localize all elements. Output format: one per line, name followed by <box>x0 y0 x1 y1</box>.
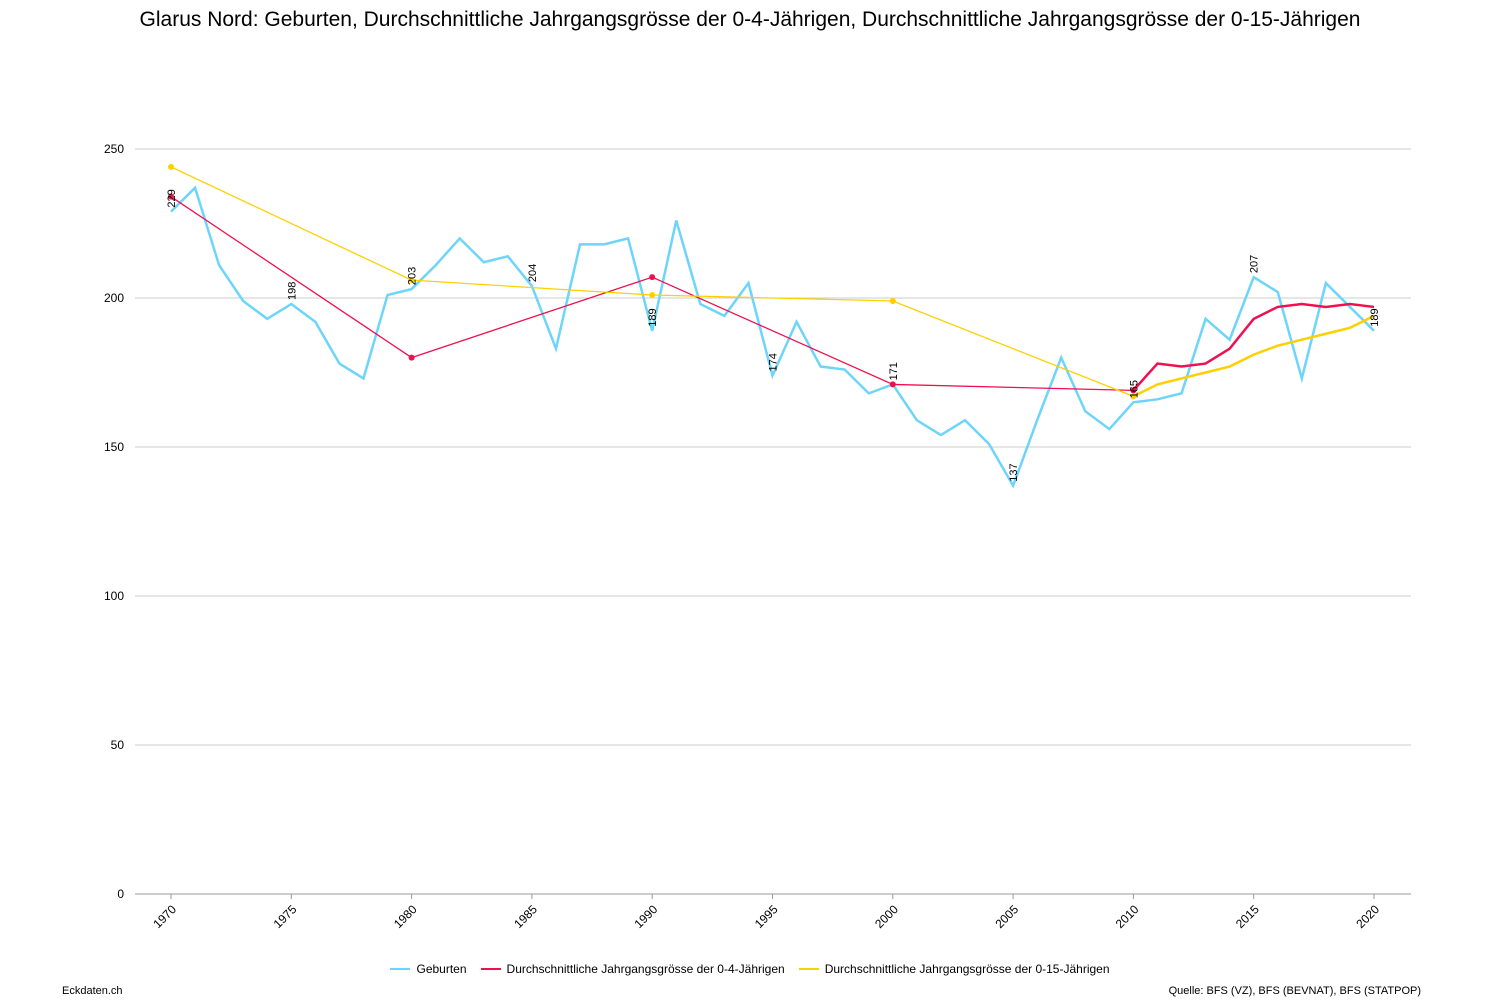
data-label: 189 <box>1369 308 1381 326</box>
x-tick-label: 1970 <box>150 902 179 931</box>
legend-item-0-4[interactable]: Durchschnittliche Jahrgangsgrösse der 0-… <box>480 962 785 976</box>
chart-title: Glarus Nord: Geburten, Durchschnittliche… <box>139 8 1361 31</box>
footer-brand: Eckdaten.ch <box>62 985 123 997</box>
series-point <box>408 354 415 361</box>
series-point <box>408 277 415 284</box>
data-label: 198 <box>286 282 298 300</box>
data-label: 189 <box>647 308 659 326</box>
x-tick-label: 1980 <box>391 902 420 931</box>
legend-label: Durchschnittliche Jahrgangsgrösse der 0-… <box>506 962 785 976</box>
x-tick-label: 2015 <box>1233 902 1262 931</box>
series-point <box>889 297 896 304</box>
y-tick-label: 150 <box>104 440 124 454</box>
x-tick-label: 1990 <box>632 902 661 931</box>
y-tick-label: 100 <box>104 589 124 603</box>
x-tick-label: 2005 <box>992 902 1021 931</box>
data-label: 165 <box>1128 380 1140 398</box>
series-point <box>168 163 174 170</box>
x-tick-label: 1985 <box>511 902 540 931</box>
y-tick-label: 200 <box>104 291 124 305</box>
legend-label: Geburten <box>416 962 467 976</box>
x-tick-label: 1995 <box>752 902 781 931</box>
series-point <box>889 381 896 388</box>
footer-source: Quelle: BFS (VZ), BFS (BEVNAT), BFS (STA… <box>1168 985 1421 997</box>
series-point <box>649 274 656 281</box>
series-point <box>168 193 174 200</box>
data-label: 207 <box>1249 255 1261 273</box>
series-point <box>1130 393 1137 400</box>
data-label: 174 <box>768 353 780 371</box>
y-tick-label: 0 <box>117 887 124 901</box>
series-line-2-decadal <box>170 166 1134 397</box>
y-tick-label: 250 <box>104 142 124 156</box>
legend-item-geburten[interactable]: Geburten <box>390 962 467 976</box>
data-label: 204 <box>527 264 539 282</box>
data-label: 171 <box>888 362 900 380</box>
legend-swatch <box>390 968 411 970</box>
data-label: 229 <box>166 189 178 207</box>
series-line-geburten <box>170 185 1375 489</box>
legend-swatch <box>480 968 501 970</box>
x-tick-label: 2010 <box>1113 902 1142 931</box>
legend-item-0-15[interactable]: Durchschnittliche Jahrgangsgrösse der 0-… <box>798 962 1110 976</box>
y-tick-label: 50 <box>111 738 125 752</box>
x-tick-label: 2020 <box>1353 902 1382 931</box>
legend-label: Durchschnittliche Jahrgangsgrösse der 0-… <box>824 962 1110 976</box>
data-label: 203 <box>407 267 419 285</box>
series-point <box>1130 387 1137 394</box>
x-tick-label: 2000 <box>872 902 901 931</box>
series-point <box>649 292 656 299</box>
series-line-1-annual <box>1132 302 1375 392</box>
legend-swatch <box>798 968 819 970</box>
legend: Geburten Durchschnittliche Jahrgangsgrös… <box>0 962 1500 976</box>
x-tick-label: 1975 <box>271 902 300 931</box>
series-line-2-annual <box>1132 314 1375 398</box>
data-label: 137 <box>1008 463 1020 481</box>
